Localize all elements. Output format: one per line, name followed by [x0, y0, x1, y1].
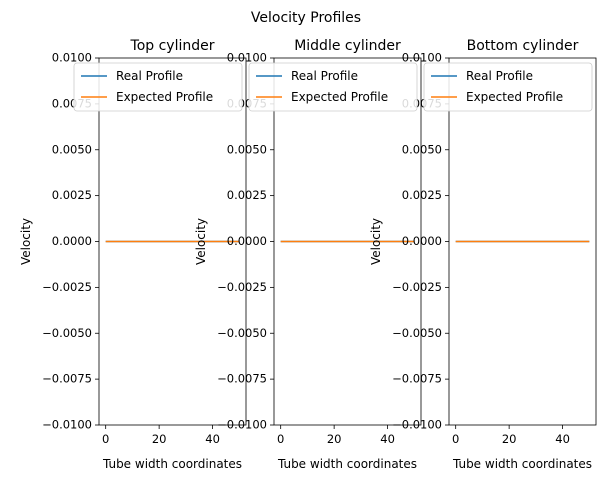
x-tick-label: 0 [452, 432, 459, 446]
legend: Real Profile Expected Profile [248, 62, 418, 112]
legend-label: Expected Profile [291, 90, 388, 104]
x-tick-label: 40 [205, 432, 220, 446]
y-tick-label: 0.0100 [227, 51, 267, 65]
axes-frame [98, 57, 247, 426]
legend-label: Real Profile [291, 69, 358, 83]
legend-box [73, 62, 243, 112]
x-tick-label: 0 [102, 432, 109, 446]
x-tick-label: 40 [380, 432, 395, 446]
y-tick-label: 0.0100 [402, 51, 442, 65]
y-tick-label: −0.0075 [42, 372, 92, 386]
x-tick-label: 20 [327, 432, 342, 446]
subplot-title: Bottom cylinder [467, 38, 579, 54]
y-axis-label: Velocity [369, 218, 383, 265]
y-tick-label: −0.0025 [392, 280, 442, 294]
x-tick-label: 40 [555, 432, 570, 446]
y-tick-label: −0.0075 [217, 372, 267, 386]
y-tick-label: −0.0100 [42, 418, 92, 432]
y-tick-label: −0.0025 [42, 280, 92, 294]
y-tick-label: 0.0000 [227, 234, 267, 248]
y-axis-label: Velocity [19, 218, 33, 265]
x-tick-label: 0 [277, 432, 284, 446]
y-tick-label: 0.0050 [52, 142, 92, 156]
x-tick-label: 20 [152, 432, 167, 446]
y-tick-label: 0.0000 [402, 234, 442, 248]
subplot-title: Middle cylinder [294, 38, 401, 54]
legend: Real Profile Expected Profile [423, 62, 593, 112]
legend-label: Expected Profile [466, 90, 563, 104]
y-tick-label: 0.0050 [227, 142, 267, 156]
legend: Real Profile Expected Profile [73, 62, 243, 112]
subplot-title: Top cylinder [130, 38, 215, 54]
legend-label: Real Profile [116, 69, 183, 83]
x-axis-label: Tube width coordinates [277, 457, 417, 471]
y-tick-label: 0.0100 [52, 51, 92, 65]
axes-frame [273, 57, 422, 426]
y-axis-label: Velocity [194, 218, 208, 265]
y-tick-label: 0.0000 [52, 234, 92, 248]
y-tick-label: 0.0025 [52, 188, 92, 202]
y-tick-label: 0.0025 [402, 188, 442, 202]
y-tick-label: 0.0025 [227, 188, 267, 202]
x-axis-label: Tube width coordinates [452, 457, 592, 471]
legend-label: Real Profile [466, 69, 533, 83]
y-tick-label: −0.0050 [217, 326, 267, 340]
y-tick-label: −0.0075 [392, 372, 442, 386]
figure-suptitle: Velocity Profiles [251, 10, 361, 26]
y-tick-label: −0.0025 [217, 280, 267, 294]
subplot-bottom: Bottom cylinder −0.0100 −0.0075 −0.0050 −0.0… [369, 38, 597, 471]
legend-label: Expected Profile [116, 90, 213, 104]
legend-box [248, 62, 418, 112]
y-tick-label: −0.0050 [42, 326, 92, 340]
subplot-middle: Middle cylinder −0.0100 −0.0075 −0.0050 −0.0… [194, 38, 422, 471]
y-tick-label: −0.0050 [392, 326, 442, 340]
axes-frame [448, 57, 597, 426]
legend-box [423, 62, 593, 112]
y-tick-label: −0.0100 [217, 418, 267, 432]
y-tick-label: −0.0100 [392, 418, 442, 432]
subplot-top: Top cylinder −0.0100 −0.0075 −0.0050 −0.0025… [19, 38, 247, 471]
y-tick-label: 0.0050 [402, 142, 442, 156]
x-tick-label: 20 [502, 432, 517, 446]
x-axis-label: Tube width coordinates [102, 457, 242, 471]
